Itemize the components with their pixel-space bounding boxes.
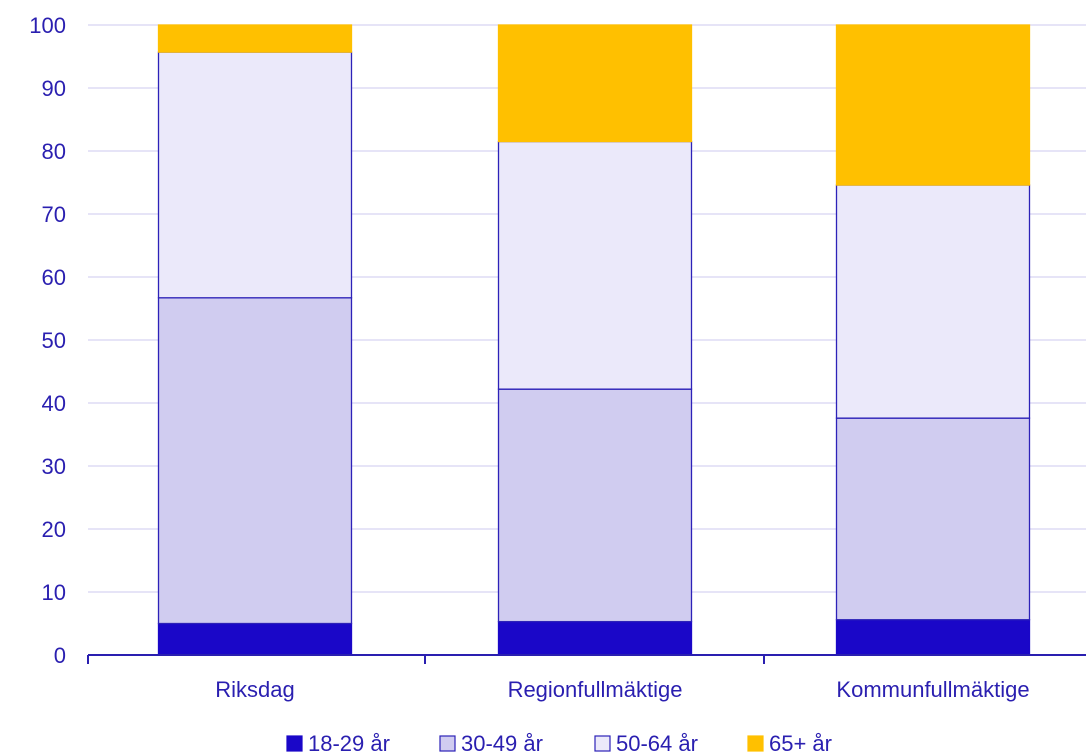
bar-segment-65-r-riksdag xyxy=(157,24,353,53)
y-tick-label: 60 xyxy=(42,265,66,290)
legend-label: 65+ år xyxy=(769,731,832,756)
y-tick-label: 80 xyxy=(42,139,66,164)
y-tick-label: 30 xyxy=(42,454,66,479)
bar-segment-18-29-r-kommunfullmäktige xyxy=(835,619,1031,656)
legend-label: 50-64 år xyxy=(616,731,698,756)
x-category-label: Riksdag xyxy=(215,677,294,702)
legend-label: 18-29 år xyxy=(308,731,390,756)
bar-segment-18-29-r-regionfullmäktige xyxy=(497,620,693,656)
legend-swatch xyxy=(594,735,611,752)
x-axis-categories: Riksdag Regionfullmäktige Kommunfullmäktig… xyxy=(215,677,1029,702)
y-tick-label: 40 xyxy=(42,391,66,416)
bar-segment-65-r-regionfullmäktige xyxy=(497,24,693,143)
bar-stacks xyxy=(157,24,1031,656)
bar-segment-18-29-r-riksdag xyxy=(157,622,353,656)
y-axis-ticks: 0 10 20 30 40 50 60 70 80 90 100 xyxy=(29,13,66,668)
bar-segment-30-49-r-regionfullmäktige xyxy=(497,388,693,623)
legend: 18-29 år 30-49 år 50-64 år 65+ år xyxy=(286,731,832,756)
legend-label: 30-49 år xyxy=(461,731,543,756)
legend-swatch xyxy=(747,735,764,752)
y-tick-label: 20 xyxy=(42,517,66,542)
y-tick-label: 50 xyxy=(42,328,66,353)
y-tick-label: 90 xyxy=(42,76,66,101)
x-category-label: Kommunfullmäktige xyxy=(836,677,1029,702)
bar-segment-30-49-r-kommunfullmäktige xyxy=(835,417,1031,621)
y-tick-label: 70 xyxy=(42,202,66,227)
legend-swatch xyxy=(286,735,303,752)
bar-segment-50-64-r-riksdag xyxy=(157,51,353,299)
y-tick-label: 0 xyxy=(54,643,66,668)
axes xyxy=(87,654,1086,664)
legend-swatch xyxy=(439,735,456,752)
bar-segment-30-49-r-riksdag xyxy=(157,297,353,625)
bar-segment-50-64-r-regionfullmäktige xyxy=(497,140,693,390)
x-category-label: Regionfullmäktige xyxy=(508,677,683,702)
bar-segment-50-64-r-kommunfullmäktige xyxy=(835,184,1031,419)
y-tick-label: 100 xyxy=(29,13,66,38)
y-tick-label: 10 xyxy=(42,580,66,605)
bar-segment-65-r-kommunfullmäktige xyxy=(835,24,1031,186)
